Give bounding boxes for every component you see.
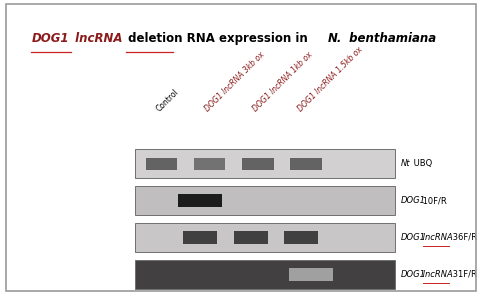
Text: DOG1: DOG1 [401, 270, 426, 279]
Text: DOG1 lncRNA 3kb ox: DOG1 lncRNA 3kb ox [203, 50, 267, 114]
Text: DOG1 lncRNA 1kb ox: DOG1 lncRNA 1kb ox [252, 50, 315, 114]
Text: deletion RNA expression in: deletion RNA expression in [124, 32, 312, 45]
Text: DOG1: DOG1 [401, 233, 426, 242]
Text: UBQ: UBQ [411, 159, 432, 168]
Text: 10F/R: 10F/R [420, 196, 447, 205]
Text: DOG1: DOG1 [401, 196, 426, 205]
Text: benthamiana: benthamiana [345, 32, 436, 45]
Text: Nt: Nt [401, 159, 411, 168]
Text: lncRNA: lncRNA [420, 233, 453, 242]
Text: N.: N. [327, 32, 342, 45]
Text: 36F/R: 36F/R [450, 233, 477, 242]
Text: lncRNA: lncRNA [71, 32, 123, 45]
Text: DOG1: DOG1 [31, 32, 69, 45]
Text: DOG1 lncRNA 1.5kb ox: DOG1 lncRNA 1.5kb ox [296, 45, 365, 114]
Text: 31F/R: 31F/R [450, 270, 477, 279]
Text: Control: Control [155, 88, 181, 114]
Text: lncRNA: lncRNA [420, 270, 453, 279]
